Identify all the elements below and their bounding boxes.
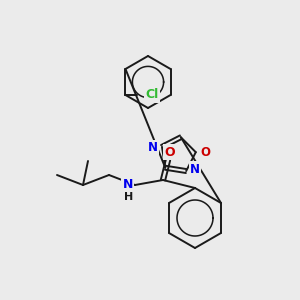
Text: N: N <box>148 141 158 154</box>
Text: N: N <box>190 163 200 176</box>
Text: N: N <box>123 178 133 191</box>
Text: H: H <box>124 192 133 202</box>
Text: O: O <box>165 146 175 158</box>
Text: O: O <box>201 146 211 159</box>
Text: Cl: Cl <box>146 88 159 101</box>
